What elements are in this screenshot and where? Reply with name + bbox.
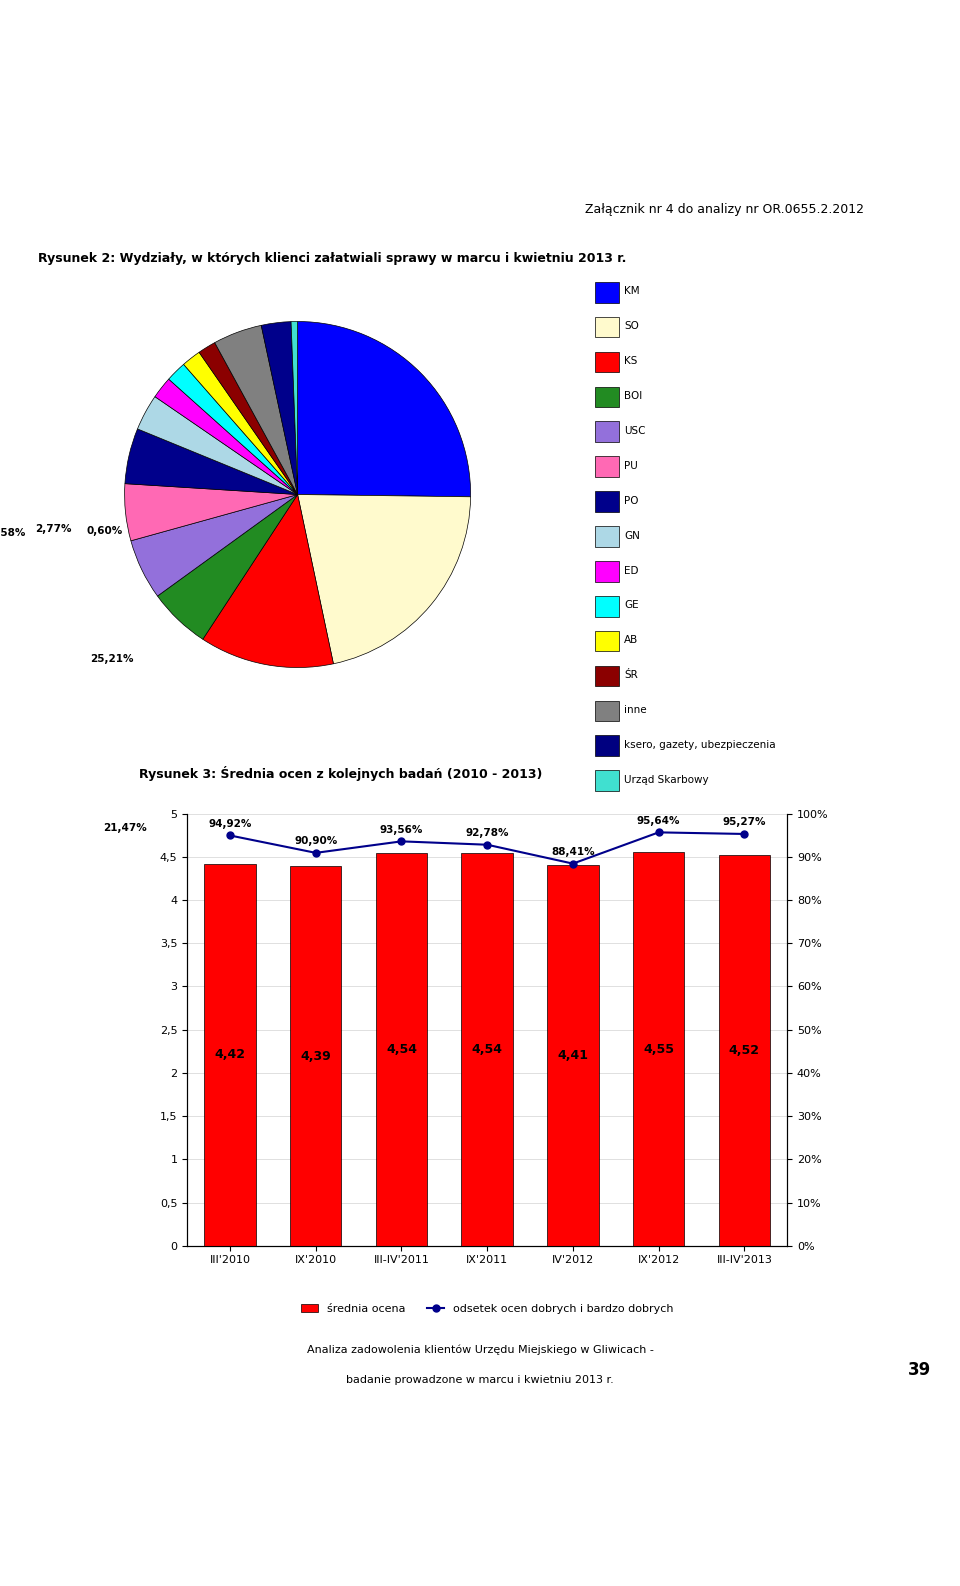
- Bar: [462, 853, 513, 1245]
- Text: 4,54: 4,54: [386, 1044, 417, 1056]
- Text: Rysunek 3: Średnia ocen z kolejnych badań (2010 - 2013): Rysunek 3: Średnia ocen z kolejnych bada…: [139, 766, 542, 780]
- Wedge shape: [298, 322, 470, 496]
- Bar: [290, 866, 342, 1245]
- Text: 4,39: 4,39: [300, 1050, 331, 1063]
- Text: ksero, gazety, ubezpieczenia: ksero, gazety, ubezpieczenia: [624, 741, 776, 750]
- Wedge shape: [183, 352, 298, 495]
- Text: GE: GE: [624, 601, 638, 611]
- Text: 4,55: 4,55: [643, 1042, 674, 1056]
- Text: 4,58%: 4,58%: [0, 528, 26, 538]
- Text: badanie prowadzone w marcu i kwietniu 2013 r.: badanie prowadzone w marcu i kwietniu 20…: [347, 1375, 613, 1386]
- Text: 4,54: 4,54: [471, 1044, 503, 1056]
- Bar: [547, 864, 599, 1245]
- Text: SO: SO: [624, 322, 638, 331]
- Text: KS: KS: [624, 357, 637, 366]
- Wedge shape: [298, 495, 470, 665]
- Text: 93,56%: 93,56%: [380, 825, 423, 834]
- Text: 95,27%: 95,27%: [723, 817, 766, 828]
- Wedge shape: [169, 365, 298, 495]
- Wedge shape: [291, 322, 298, 495]
- Wedge shape: [155, 379, 298, 495]
- Text: GN: GN: [624, 531, 640, 541]
- Bar: [204, 864, 255, 1245]
- Wedge shape: [125, 428, 298, 495]
- Bar: [633, 852, 684, 1245]
- Wedge shape: [261, 322, 298, 495]
- Wedge shape: [203, 495, 333, 668]
- Text: 25,21%: 25,21%: [90, 653, 133, 665]
- Text: KM: KM: [624, 287, 639, 297]
- Text: AB: AB: [624, 636, 638, 646]
- Text: 4,52: 4,52: [729, 1044, 760, 1056]
- Text: Załącznik nr 4 do analizy nr OR.0655.2.2012: Załącznik nr 4 do analizy nr OR.0655.2.2…: [585, 203, 864, 216]
- Text: 92,78%: 92,78%: [466, 828, 509, 839]
- Wedge shape: [215, 325, 298, 495]
- Text: inne: inne: [624, 706, 647, 715]
- Text: Urząd Skarbowy: Urząd Skarbowy: [624, 776, 708, 785]
- Text: USC: USC: [624, 427, 645, 436]
- Text: BOI: BOI: [624, 392, 642, 401]
- Wedge shape: [137, 396, 298, 495]
- Wedge shape: [199, 343, 298, 495]
- Wedge shape: [125, 484, 298, 541]
- Text: Rysunek 2: Wydziały, w których klienci załatwiali sprawy w marcu i kwietniu 2013: Rysunek 2: Wydziały, w których klienci z…: [38, 252, 627, 265]
- Text: 95,64%: 95,64%: [636, 815, 681, 826]
- Legend: średnia ocena, odsetek ocen dobrych i bardzo dobrych: średnia ocena, odsetek ocen dobrych i ba…: [297, 1299, 678, 1318]
- Text: 94,92%: 94,92%: [208, 818, 252, 829]
- Text: 2,77%: 2,77%: [35, 523, 71, 534]
- Text: 21,47%: 21,47%: [103, 823, 147, 833]
- Text: 4,42: 4,42: [214, 1048, 246, 1061]
- Bar: [719, 855, 770, 1245]
- Text: PU: PU: [624, 462, 637, 471]
- Text: ŚR: ŚR: [624, 671, 637, 680]
- Text: 88,41%: 88,41%: [551, 847, 595, 856]
- Text: Analiza zadowolenia klientów Urzędu Miejskiego w Gliwicach -: Analiza zadowolenia klientów Urzędu Miej…: [306, 1345, 654, 1354]
- Text: 90,90%: 90,90%: [294, 836, 337, 847]
- Text: 39: 39: [908, 1361, 931, 1380]
- Wedge shape: [131, 495, 298, 596]
- Text: ED: ED: [624, 566, 638, 576]
- Wedge shape: [157, 495, 298, 639]
- Text: 0,60%: 0,60%: [87, 527, 123, 536]
- Text: PO: PO: [624, 496, 638, 506]
- Bar: [375, 853, 427, 1245]
- Text: 4,41: 4,41: [558, 1048, 588, 1061]
